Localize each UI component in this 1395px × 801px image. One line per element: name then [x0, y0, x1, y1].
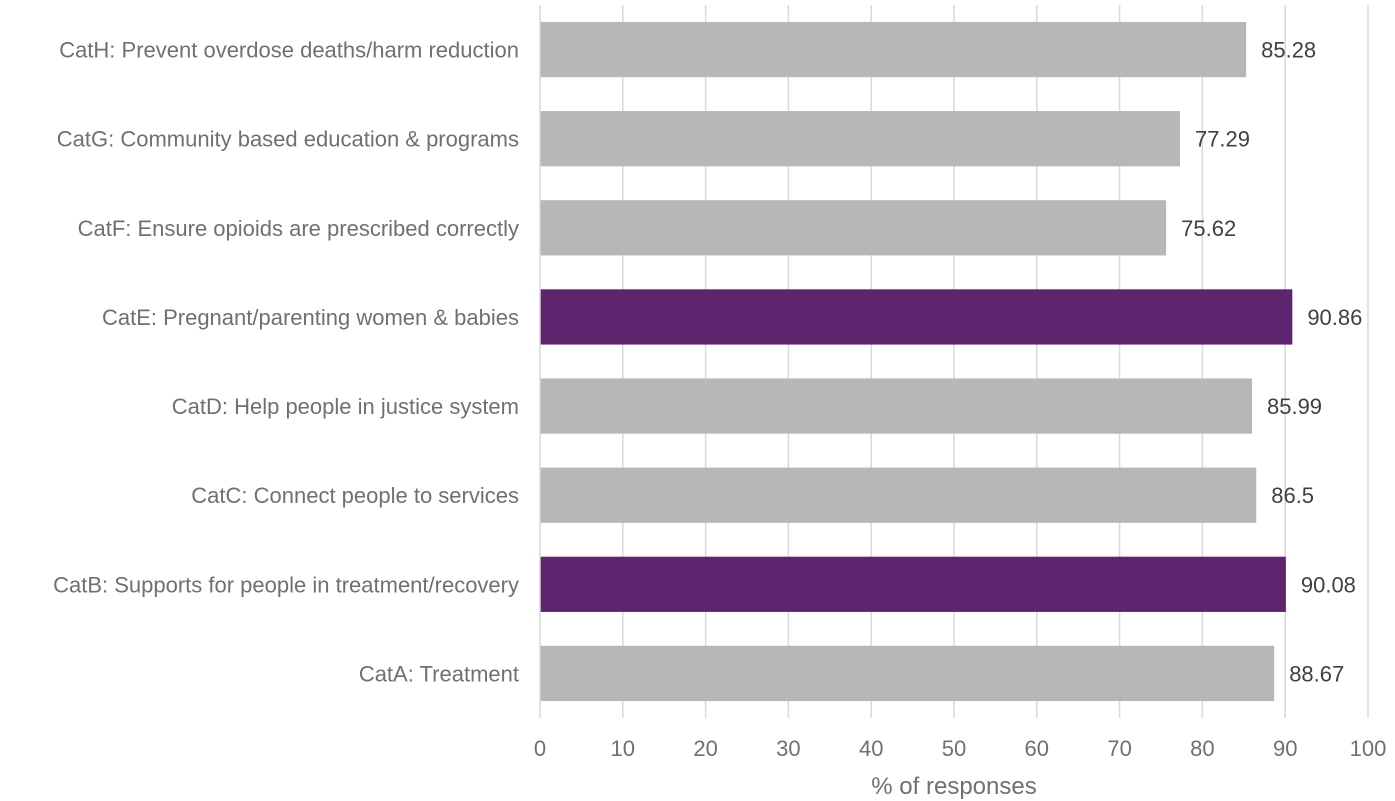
x-tick-label: 50 — [942, 736, 966, 761]
bar-value-label: 85.99 — [1267, 394, 1322, 419]
bar — [540, 467, 1257, 523]
category-label: CatF: Ensure opioids are prescribed corr… — [78, 216, 519, 241]
category-label: CatD: Help people in justice system — [172, 394, 519, 419]
x-tick-label: 90 — [1273, 736, 1297, 761]
x-axis-title: % of responses — [871, 773, 1036, 800]
category-label: CatA: Treatment — [359, 661, 519, 686]
bar — [540, 645, 1275, 702]
bar-value-label: 85.28 — [1261, 38, 1316, 63]
bar — [540, 289, 1293, 345]
value-labels: 88.67 90.08 86.5 85.99 90.86 75.62 77.29 85.28 — [1181, 38, 1362, 687]
bar-value-label: 88.67 — [1289, 661, 1344, 686]
bar-value-label: 86.5 — [1271, 483, 1314, 508]
x-tick-label: 100 — [1350, 736, 1387, 761]
x-tick-label: 0 — [534, 736, 546, 761]
bar-value-label: 77.29 — [1195, 127, 1250, 152]
bar — [540, 556, 1286, 612]
x-tick-label: 60 — [1025, 736, 1049, 761]
x-tick-label: 80 — [1190, 736, 1214, 761]
category-label: CatG: Community based education & progra… — [57, 127, 519, 152]
bar — [540, 111, 1180, 167]
category-label: CatC: Connect people to services — [191, 483, 519, 508]
x-tick-labels: 0 10 20 30 40 50 60 70 80 90 100 — [534, 736, 1386, 761]
x-tick-label: 30 — [776, 736, 800, 761]
bar — [540, 378, 1252, 434]
bar-value-label: 75.62 — [1181, 216, 1236, 241]
x-tick-label: 10 — [611, 736, 635, 761]
x-tick-label: 20 — [693, 736, 717, 761]
x-tick-label: 40 — [859, 736, 883, 761]
category-label: CatB: Supports for people in treatment/r… — [53, 572, 519, 597]
bar-value-label: 90.08 — [1301, 572, 1356, 597]
category-labels: CatA: Treatment CatB: Supports for people… — [53, 38, 519, 687]
bars — [540, 21, 1293, 702]
x-tick-label: 70 — [1107, 736, 1131, 761]
bar — [540, 200, 1167, 256]
bar-value-label: 90.86 — [1307, 305, 1362, 330]
category-label: CatE: Pregnant/parenting women & babies — [102, 305, 519, 330]
bar — [540, 21, 1247, 78]
category-label: CatH: Prevent overdose deaths/harm reduc… — [59, 38, 519, 63]
